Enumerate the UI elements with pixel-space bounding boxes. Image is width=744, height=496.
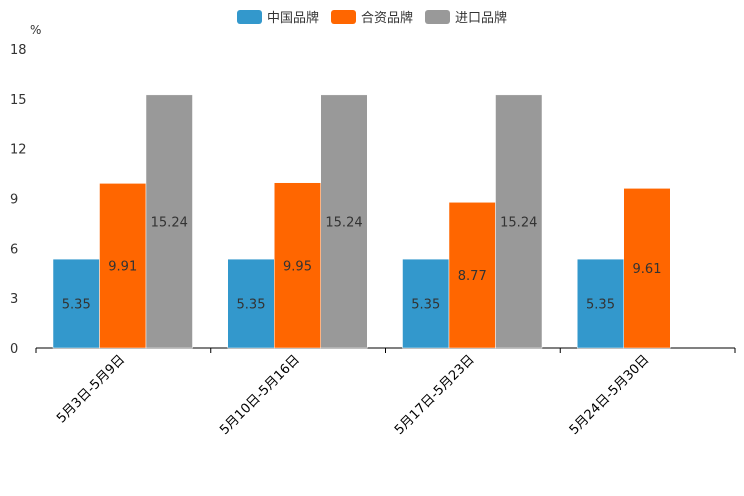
bar <box>145 94 193 349</box>
y-tick-label: 15 <box>10 93 27 108</box>
legend-swatch-imported-brand <box>425 9 450 24</box>
legend-item-joint-venture-brand[interactable]: 合资品牌 <box>330 7 413 26</box>
bar <box>320 94 368 349</box>
bar-value-label: 9.61 <box>633 262 662 277</box>
bar-value-label: 5.35 <box>411 298 440 313</box>
x-category-label: 5月10日-5月16日 <box>217 352 303 438</box>
y-tick-label: 0 <box>10 342 18 357</box>
plot-area: 0 3 6 9 12 15 18 5.35 9.91 15.24 5月3日-5月9日 5.35 9.95… <box>10 43 736 438</box>
bar <box>623 188 671 349</box>
y-tick-label: 9 <box>10 193 18 208</box>
x-category-label: 5月3日-5月9日 <box>54 352 128 426</box>
bar <box>99 183 147 349</box>
bar-value-label: 5.35 <box>237 298 266 313</box>
bar-value-label: 15.24 <box>500 215 537 230</box>
bar <box>448 202 496 349</box>
y-axis-unit-label: % <box>30 23 41 37</box>
bar-value-label: 8.77 <box>458 269 487 284</box>
legend-item-imported-brand[interactable]: 进口品牌 <box>425 7 507 26</box>
bar-value-label: 15.24 <box>151 215 188 230</box>
y-tick-label: 6 <box>10 242 18 257</box>
bar-value-label: 15.24 <box>325 215 362 230</box>
x-category-label: 5月17日-5月23日 <box>392 352 478 438</box>
bar-value-label: 9.95 <box>283 259 312 274</box>
legend-item-china-brand[interactable]: 中国品牌 <box>236 7 319 26</box>
legend-label-joint-venture-brand: 合资品牌 <box>360 11 413 26</box>
bar <box>577 258 624 349</box>
bar-value-label: 5.35 <box>62 298 91 313</box>
bar <box>495 94 543 349</box>
x-category-label: 5月24日-5月30日 <box>567 352 653 438</box>
legend: 中国品牌 合资品牌 进口品牌 <box>0 7 744 26</box>
y-tick-label: 18 <box>10 43 27 58</box>
bar <box>227 258 275 349</box>
bar <box>274 182 321 349</box>
y-tick-label: 3 <box>10 292 18 307</box>
bar <box>52 258 100 349</box>
legend-swatch-china-brand <box>236 9 262 24</box>
legend-swatch-joint-venture-brand <box>330 9 356 24</box>
y-tick-label: 12 <box>10 143 27 158</box>
bar-value-label: 9.91 <box>108 260 137 275</box>
bar <box>402 258 450 349</box>
legend-label-imported-brand: 进口品牌 <box>455 11 508 26</box>
bar-value-label: 5.35 <box>586 298 615 313</box>
legend-label-china-brand: 中国品牌 <box>266 11 319 26</box>
